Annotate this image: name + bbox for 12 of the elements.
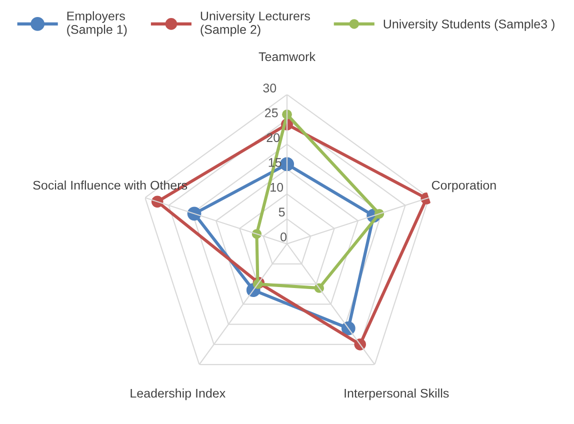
- spoke-label: Leadership Index: [130, 388, 226, 400]
- legend-label: University Students (Sample3 ): [384, 19, 554, 31]
- y-tick-label: 10: [270, 182, 284, 192]
- spoke-label: Teamwork: [258, 52, 316, 62]
- legend-label: University Lecturers (Sample 2): [200, 11, 310, 36]
- spoke-label: Interpersonal Skills: [344, 388, 449, 400]
- y-tick-label: 0: [280, 232, 287, 242]
- legend-label: Employers (Sample 1): [67, 11, 127, 36]
- y-tick-label: 25: [265, 108, 278, 118]
- y-tick-label: 5: [278, 208, 285, 217]
- y-tick-label: 30: [263, 84, 276, 92]
- spoke-label: Corporation: [432, 180, 496, 192]
